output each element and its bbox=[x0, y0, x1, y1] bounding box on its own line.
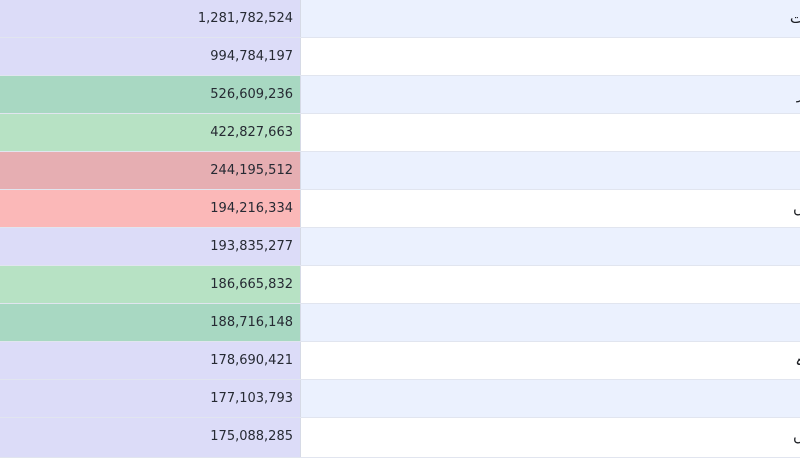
table-row[interactable]: 178,690,421 ہ bbox=[0, 342, 800, 380]
name-text: ں bbox=[792, 199, 800, 217]
name-cell: ں bbox=[301, 190, 800, 227]
value-cell: 422,827,663 bbox=[0, 114, 301, 151]
table-row[interactable]: 1,281,782,524 ت bbox=[0, 0, 800, 38]
name-text: ہ bbox=[795, 351, 800, 369]
value-cell: 244,195,512 bbox=[0, 152, 301, 189]
table-row[interactable]: 186,665,832 bbox=[0, 266, 800, 304]
value-cell: 526,609,236 bbox=[0, 76, 301, 113]
table-row[interactable]: 244,195,512 bbox=[0, 152, 800, 190]
value-cell: 994,784,197 bbox=[0, 38, 301, 75]
name-text: ت bbox=[789, 9, 800, 27]
table-row[interactable]: 193,835,277 bbox=[0, 228, 800, 266]
value-cell: 193,835,277 bbox=[0, 228, 301, 265]
name-cell bbox=[301, 380, 800, 417]
value-cell: 178,690,421 bbox=[0, 342, 301, 379]
table-row[interactable]: 994,784,197 bbox=[0, 38, 800, 76]
table-row[interactable]: 175,088,285 ں bbox=[0, 418, 800, 458]
name-cell bbox=[301, 38, 800, 75]
name-cell bbox=[301, 152, 800, 189]
value-cell: 186,665,832 bbox=[0, 266, 301, 303]
name-cell: ت bbox=[301, 0, 800, 37]
name-cell bbox=[301, 228, 800, 265]
table-row[interactable]: 194,216,334 ں bbox=[0, 190, 800, 228]
value-cell: 1,281,782,524 bbox=[0, 0, 301, 37]
name-text: ں bbox=[792, 427, 800, 445]
value-cell: 194,216,334 bbox=[0, 190, 301, 227]
name-cell bbox=[301, 114, 800, 151]
table-row[interactable]: 422,827,663 bbox=[0, 114, 800, 152]
table-row[interactable]: 177,103,793 bbox=[0, 380, 800, 418]
name-cell: ہ bbox=[301, 342, 800, 379]
value-cell: 175,088,285 bbox=[0, 418, 301, 457]
table-row[interactable]: 188,716,148 bbox=[0, 304, 800, 342]
name-cell: ر bbox=[301, 76, 800, 113]
name-text: ر bbox=[797, 76, 800, 113]
name-cell bbox=[301, 304, 800, 341]
value-cell: 177,103,793 bbox=[0, 380, 301, 417]
value-cell: 188,716,148 bbox=[0, 304, 301, 341]
name-cell: ں bbox=[301, 418, 800, 457]
name-cell bbox=[301, 266, 800, 303]
table-row[interactable]: 526,609,236 ر bbox=[0, 76, 800, 114]
